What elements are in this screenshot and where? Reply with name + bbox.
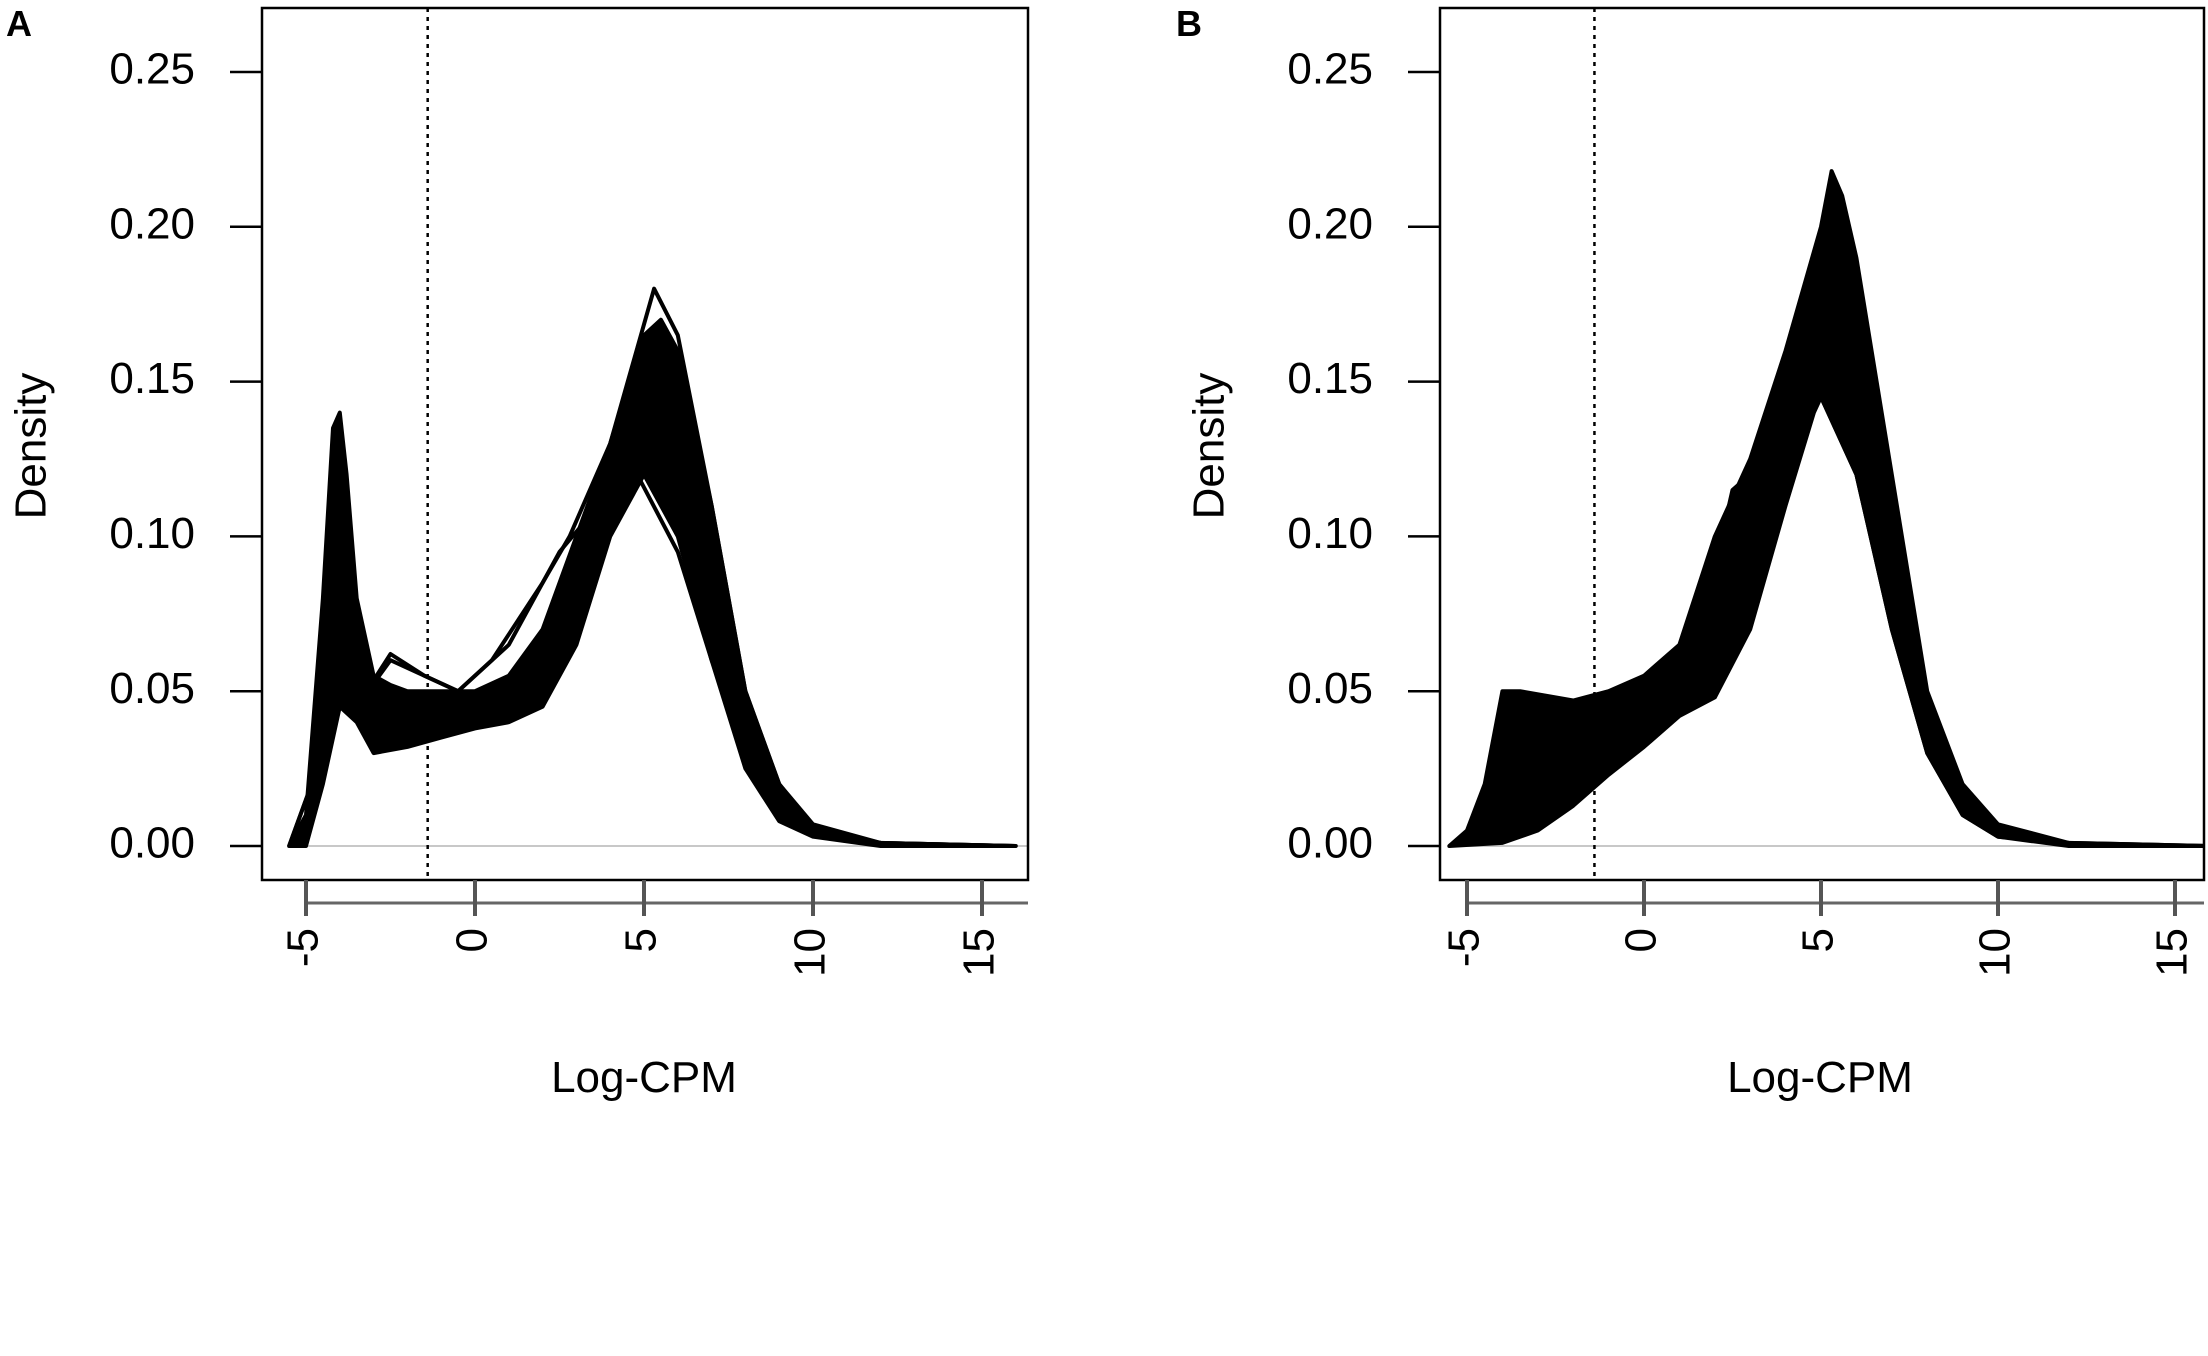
x-tick-label: 15 — [2148, 928, 2197, 977]
y-tick-label: 0.15 — [1287, 354, 1373, 403]
x-axis-label: Log-CPM — [1727, 1053, 1913, 1102]
x-tick-label: -5 — [279, 928, 328, 967]
plot-area — [1447, 8, 2204, 880]
panel-letter: B — [1176, 3, 1202, 44]
y-axis-label: Density — [7, 373, 56, 520]
y-tick-label: 0.25 — [1287, 45, 1373, 94]
x-tick-label: -5 — [1440, 928, 1489, 967]
x-tick-label: 0 — [448, 928, 497, 952]
x-tick-label: 10 — [786, 928, 835, 977]
y-tick-label: 0.20 — [1287, 199, 1373, 248]
y-tick-label: 0.00 — [109, 819, 195, 868]
y-axis-label: Density — [1185, 373, 1234, 520]
y-tick-label: 0.20 — [109, 199, 195, 248]
x-tick-label: 15 — [955, 928, 1004, 977]
y-tick-label: 0.00 — [1287, 819, 1373, 868]
x-tick-label: 5 — [1794, 928, 1843, 952]
y-tick-label: 0.15 — [109, 354, 195, 403]
x-tick-label: 0 — [1617, 928, 1666, 952]
x-tick-label: 10 — [1971, 928, 2020, 977]
density-curve-1 — [1448, 395, 2204, 848]
y-tick-label: 0.05 — [109, 664, 195, 713]
density-curves-band — [287, 317, 1018, 848]
y-tick-label: 0.10 — [1287, 509, 1373, 558]
density-curve-2 — [287, 472, 1016, 848]
plot-area — [287, 8, 1028, 880]
panel-letter: A — [6, 3, 32, 44]
panel-a: 0.00 0.05 0.10 0.15 0.20 0.25 -5 0 5 10 15 Log-CPM D… — [6, 3, 1030, 1102]
x-tick-label: 5 — [617, 928, 666, 952]
panel-b: 0.00 0.05 0.10 0.15 0.20 0.25 -5 0 5 10 15 Log-CPM D… — [1176, 3, 2206, 1102]
density-curves-band — [1447, 169, 2204, 848]
y-tick-label: 0.10 — [109, 509, 195, 558]
x-axis-label: Log-CPM — [551, 1053, 737, 1102]
y-tick-label: 0.25 — [109, 45, 195, 94]
y-tick-label: 0.05 — [1287, 664, 1373, 713]
